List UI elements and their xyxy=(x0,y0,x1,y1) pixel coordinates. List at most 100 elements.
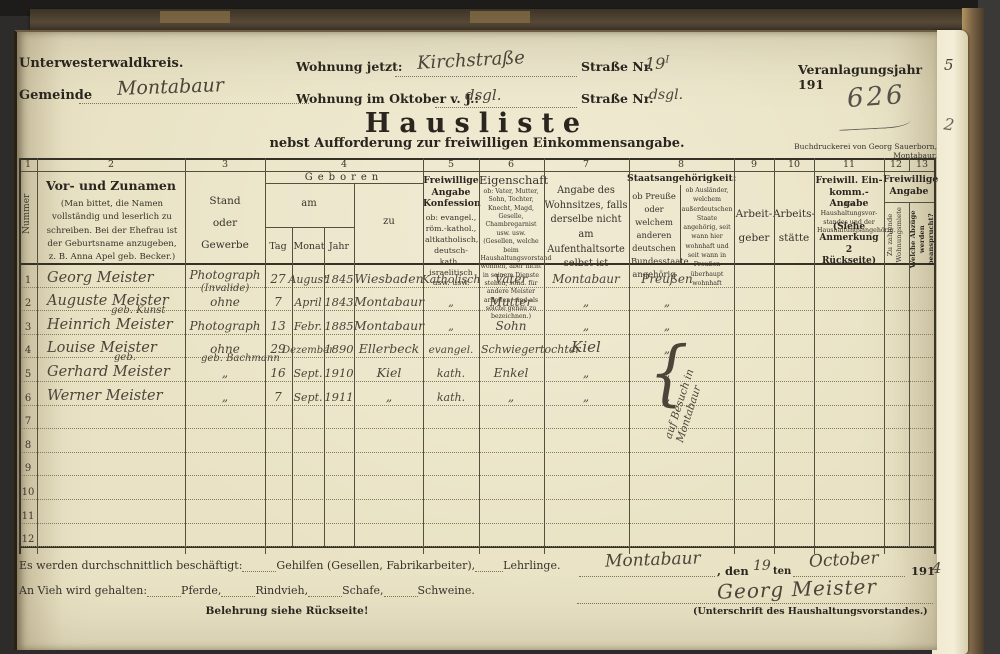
am-underline xyxy=(265,227,354,228)
col-number: 6 xyxy=(507,159,515,170)
hausliste-table: 1 2 3 4 5 6 7 8 9 10 11 12 13 Nummer Vor… xyxy=(19,158,939,554)
row-number: 9 xyxy=(24,463,32,475)
table-border-bottom xyxy=(19,546,935,549)
table-rule-header xyxy=(680,185,681,264)
table-border-top xyxy=(19,158,935,161)
table-rule xyxy=(629,158,630,554)
cell-tag: 16 xyxy=(270,365,286,380)
cell-monat: Febr. xyxy=(293,319,323,333)
gemeinde-ruled-line xyxy=(79,102,309,104)
footer-line2-pre: An Vieh wird gehalten: xyxy=(19,584,148,597)
spine-paper-tab xyxy=(470,11,530,23)
cell-eigenschaft: Sohn xyxy=(495,318,527,333)
day-value: 19 xyxy=(753,558,771,574)
table-rule xyxy=(909,158,910,171)
geboren-underline xyxy=(265,183,423,184)
row-number: 7 xyxy=(24,416,32,428)
cell-konfession: „ xyxy=(448,296,454,310)
signature: Georg Meister xyxy=(716,574,878,604)
wohnung-oktober-line xyxy=(435,106,577,108)
cell-tag: 7 xyxy=(274,389,282,404)
header-geboren: Geboren xyxy=(304,172,384,183)
header-staat-right: ob Ausländer, welchem außerdeutschen Sta… xyxy=(681,187,733,287)
den-label: , den xyxy=(717,564,749,578)
footer-vieh-item: Pferde, xyxy=(181,584,222,597)
cell-name: Werner Meister xyxy=(47,387,163,404)
district-label: Unterwesterwaldkreis. xyxy=(19,56,184,71)
cell-monat: Dezember xyxy=(282,345,334,357)
header-arbeitgeber: Arbeit- geber xyxy=(735,208,773,245)
month-value: October xyxy=(808,548,880,572)
table-rule xyxy=(814,158,815,554)
header-wohnsitz: Angabe des Wohnsitzes, falls derselbe ni… xyxy=(544,185,628,270)
cell-wohnsitz: „ xyxy=(582,318,590,333)
table-row: 7 xyxy=(19,406,935,430)
printer-note: Buchdruckerei von Georg Sauerborn, Monta… xyxy=(794,142,937,160)
belehrung-note: Belehrung siehe Rückseite! xyxy=(205,605,369,617)
place-value: Montabaur xyxy=(604,548,701,572)
table-row: 9 xyxy=(19,453,935,477)
cell-jahr: 1845 xyxy=(324,271,354,286)
table-row: 5 Gerhard Meister „ 16 Sept. 1910 Kiel k… xyxy=(19,358,935,382)
footer-vieh-item: Schafe, xyxy=(342,584,384,597)
cell-name: Georg Meister xyxy=(47,269,154,286)
folio-number: 626 xyxy=(846,79,907,115)
cell-zu: Montabaur xyxy=(353,294,425,310)
row-number: 4 xyxy=(24,345,32,357)
ten-label: ten xyxy=(773,566,792,577)
cell-eigenschaft: Vater xyxy=(494,271,528,286)
gemeinde-value: Montabaur xyxy=(116,74,225,100)
cell-stand: „ xyxy=(221,389,229,404)
row-number: 6 xyxy=(24,392,32,404)
col-number: 12 xyxy=(889,159,903,170)
cell-jahr: 1843 xyxy=(324,295,354,310)
table-row: 2 Auguste Meister geb. Kunst ohne 7 Apri… xyxy=(19,288,935,316)
table-rule xyxy=(37,158,38,554)
header-arbeitsstaette: Arbeits- stätte xyxy=(772,208,816,245)
header-am: am xyxy=(301,198,317,209)
header-name-title: Vor- und Zunamen xyxy=(46,178,176,193)
cell-monat: August xyxy=(288,272,328,286)
year-value: 4 xyxy=(932,559,942,577)
month-line xyxy=(793,575,905,577)
table-rule xyxy=(19,158,21,554)
header-staat-title: Staatsangehörigkeit: xyxy=(627,173,737,184)
col-number: 11 xyxy=(842,159,856,170)
header-zu: zu xyxy=(383,216,395,227)
cell-staat: „ xyxy=(663,342,671,357)
col-number: 1 xyxy=(24,159,32,170)
cell-wohnsitz: „ xyxy=(582,365,590,380)
cell-jahr: 1910 xyxy=(324,365,354,380)
col-number: 13 xyxy=(915,159,929,170)
annotation-brace: { xyxy=(649,330,689,415)
header-tag: Tag xyxy=(269,241,287,252)
table-rule xyxy=(544,158,545,554)
cell-staat: „ xyxy=(663,318,671,333)
table-rule xyxy=(324,227,325,547)
header-einkommen-anm: (Siehe Anmerkung 2 Rückseite) xyxy=(819,222,879,266)
cell-wohnsitz: „ xyxy=(582,295,590,310)
cell-konfession: kath. xyxy=(436,390,466,404)
next-page-number: 2 xyxy=(942,114,956,135)
cell-staat: „ xyxy=(663,295,671,310)
cell-stand: ohne xyxy=(210,295,240,310)
number-row-line xyxy=(19,171,935,172)
cell-name: Auguste Meister xyxy=(47,293,169,310)
header-eigenschaft-title: Eigenschaft xyxy=(479,173,549,187)
fill-in-blank xyxy=(221,595,256,597)
cell-konfession: kath. xyxy=(436,366,466,380)
table-rule xyxy=(734,158,735,554)
header-konfession-title: Freiwillige Angabe Konfession xyxy=(423,175,481,210)
footer-vieh-item: Schweine. xyxy=(417,584,475,597)
fill-in-blank xyxy=(383,595,418,597)
page-title: Hausliste xyxy=(364,108,590,139)
header-konfession-note: ob: evangel., röm.-kathol., altkatholisc… xyxy=(425,213,479,288)
header-abzuege-vertical: Welche Abzüge werden beansprucht? xyxy=(908,210,935,269)
footer-line1-mid: Gehilfen (Gesellen, Fabrikarbeiter), xyxy=(276,559,476,572)
row-number: 5 xyxy=(24,368,32,380)
cell-eigenschaft: „ xyxy=(507,389,515,404)
veranlagungsjahr-value: 5 xyxy=(944,56,954,74)
table-row: 1 Georg Meister Photograph (Invalide) 27… xyxy=(19,264,935,294)
table-row: 11 xyxy=(19,500,935,524)
header-freiw-angabe-title: Freiwillige Angabe xyxy=(883,174,939,197)
